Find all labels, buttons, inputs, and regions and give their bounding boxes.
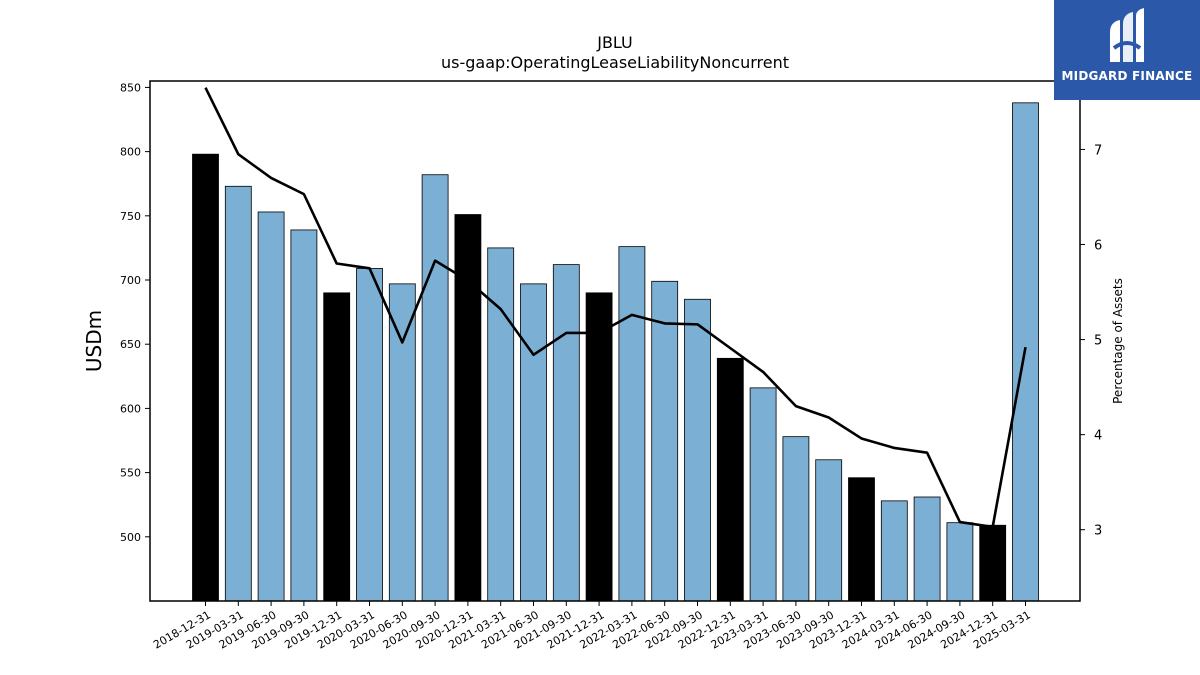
bar xyxy=(356,268,383,602)
bars-layer xyxy=(192,102,1039,602)
y2-tick-label: 7 xyxy=(1094,143,1102,158)
bar xyxy=(880,500,908,602)
y2-tick-label: 5 xyxy=(1094,334,1102,349)
line-layer xyxy=(204,87,1027,529)
bar xyxy=(323,292,351,602)
brand-logo: MIDGARD FINANCE xyxy=(1054,0,1200,100)
bar xyxy=(815,459,843,602)
bar xyxy=(782,436,810,602)
bar xyxy=(257,211,285,602)
y-tick-label: 550 xyxy=(120,467,141,480)
y-tick-label: 650 xyxy=(120,338,141,351)
brand-name: MIDGARD FINANCE xyxy=(1061,69,1193,83)
bar xyxy=(487,247,515,602)
y2-tick-label: 4 xyxy=(1094,429,1102,444)
bar xyxy=(585,292,613,602)
bar xyxy=(979,524,1007,602)
y-tick-label: 600 xyxy=(120,402,141,415)
midgard-logo-icon xyxy=(1110,8,1144,62)
bar xyxy=(520,283,547,602)
bar xyxy=(388,283,416,602)
chart-subtitle: us-gaap:OperatingLeaseLiabilityNoncurren… xyxy=(441,53,789,72)
y2-tick-label: 6 xyxy=(1094,239,1102,254)
y-axis-label: USDm xyxy=(82,310,106,372)
y2-axis-label: Percentage of Assets xyxy=(1111,278,1125,404)
y-tick-label: 850 xyxy=(120,81,141,94)
bar xyxy=(618,246,646,602)
bar xyxy=(946,522,974,602)
y-tick-label: 700 xyxy=(120,274,141,287)
y2-tick-label: 3 xyxy=(1094,524,1102,539)
bar xyxy=(913,496,941,602)
bar xyxy=(749,387,777,602)
bar xyxy=(552,264,580,602)
chart-title: JBLU xyxy=(596,33,633,52)
line-series xyxy=(204,87,1027,529)
bar xyxy=(421,174,449,602)
bar xyxy=(454,214,482,602)
bar xyxy=(651,280,679,602)
bar xyxy=(224,185,252,602)
bar xyxy=(684,298,711,602)
y-tick-label: 750 xyxy=(120,210,141,223)
y-tick-label: 500 xyxy=(120,531,141,544)
plot-frame xyxy=(149,80,1081,602)
bar xyxy=(192,153,219,602)
bar xyxy=(290,229,318,602)
y-tick-label: 800 xyxy=(120,146,141,159)
bar xyxy=(716,357,744,602)
bar xyxy=(848,477,875,602)
